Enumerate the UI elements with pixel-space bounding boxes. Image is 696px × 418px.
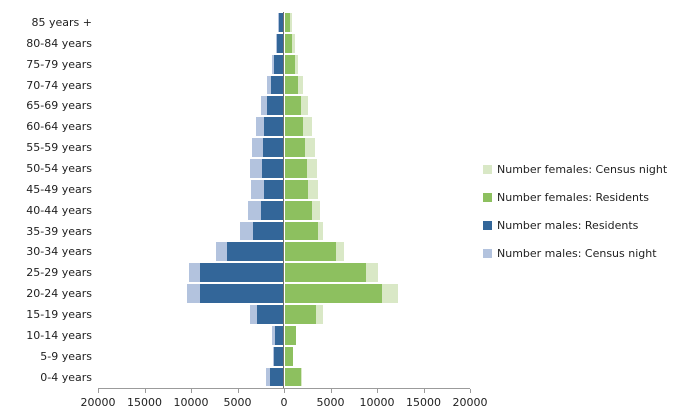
legend-label: Number females: Residents — [497, 190, 650, 204]
bar-number-females-residents — [284, 138, 305, 158]
age-label: 65-69 years — [26, 99, 92, 113]
x-axis-tick-label: 5000 — [223, 395, 252, 409]
age-label: 30-34 years — [26, 245, 92, 259]
age-label: 80-84 years — [26, 36, 92, 50]
age-label: 5-9 years — [40, 349, 92, 363]
bar-number-males-residents — [262, 138, 283, 158]
bar-number-males-residents — [270, 367, 283, 387]
x-axis-tick-label: 20000 — [452, 395, 488, 409]
bar-number-females-residents — [284, 263, 367, 283]
legend-swatch-icon — [483, 248, 492, 258]
age-label: 45-49 years — [26, 182, 92, 196]
bar-number-males-residents — [279, 13, 283, 32]
x-axis-tick — [191, 388, 192, 393]
bar-number-males-residents — [264, 117, 283, 137]
chart-legend: Number females: Census night Number femal… — [483, 161, 667, 273]
bar-number-females-residents — [284, 305, 317, 324]
legend-label: Number males: Residents — [497, 218, 639, 232]
legend-item-number-females-residents: Number females: Residents — [483, 189, 667, 205]
bar-number-males-residents — [276, 33, 283, 53]
bar-number-females-residents — [284, 221, 318, 241]
bar-number-males-residents — [199, 284, 283, 304]
x-axis-tick — [237, 388, 239, 393]
bar-number-males-residents — [274, 325, 283, 345]
bar-number-males-residents — [261, 159, 283, 178]
age-label: 25-29 years — [26, 266, 92, 280]
bar-number-females-residents — [284, 242, 336, 262]
x-axis-tick — [144, 388, 146, 393]
age-label: 35-39 years — [26, 224, 92, 238]
x-axis-tick-label: 10000 — [173, 395, 209, 409]
age-label: 55-59 years — [26, 141, 92, 155]
bar-number-males-residents — [257, 305, 283, 324]
x-axis-tick-label: 0 — [280, 395, 288, 409]
bar-number-females-residents — [284, 325, 296, 345]
bar-number-males-residents — [253, 221, 283, 241]
bar-number-females-residents — [284, 159, 307, 178]
bar-number-females-residents — [284, 367, 302, 387]
bar-number-females-residents — [284, 200, 313, 220]
x-axis-tick — [377, 388, 378, 393]
x-axis-tick — [98, 388, 99, 393]
age-label: 50-54 years — [26, 161, 92, 175]
bar-number-females-residents — [284, 117, 304, 137]
bar-number-males-residents — [273, 54, 283, 74]
age-label: 85 years + — [31, 15, 92, 29]
legend-item-number-males-census-night: Number males: Census night — [483, 245, 667, 261]
age-label: 10-14 years — [26, 328, 92, 342]
age-label: 70-74 years — [26, 78, 92, 92]
bar-number-females-residents — [284, 13, 291, 32]
age-label: 15-19 years — [26, 307, 92, 321]
legend-item-number-males-residents: Number males: Residents — [483, 217, 667, 233]
legend-label: Number females: Census night — [497, 162, 668, 176]
x-axis-tick-label: 15000 — [127, 395, 162, 409]
age-label: 0-4 years — [40, 370, 92, 384]
legend-label: Number males: Census night — [497, 246, 657, 260]
legend-swatch-icon — [483, 164, 492, 174]
bar-number-females-residents — [284, 284, 382, 304]
legend-item-number-females-census-night: Number females: Census night — [483, 161, 667, 177]
x-axis-line — [98, 387, 470, 389]
bar-number-females-residents — [284, 179, 308, 199]
bar-number-males-residents — [260, 200, 283, 220]
bar-number-males-residents — [264, 179, 283, 199]
age-label: 40-44 years — [26, 203, 92, 217]
bar-number-males-residents — [227, 242, 283, 262]
age-label: 60-64 years — [26, 120, 92, 134]
x-axis-tick — [423, 388, 425, 393]
x-axis-tick — [284, 388, 285, 393]
bar-number-males-residents — [267, 96, 283, 116]
bar-number-males-residents — [200, 263, 283, 283]
bar-number-females-residents — [284, 33, 292, 53]
x-axis-tick-label: 5000 — [316, 395, 345, 409]
legend-swatch-icon — [483, 220, 492, 230]
x-axis-tick-label: 10000 — [359, 395, 395, 409]
bar-number-males-residents — [273, 346, 283, 366]
bar-number-females-residents — [284, 346, 293, 366]
age-label: 75-79 years — [26, 57, 92, 71]
x-axis-tick-label: 20000 — [80, 395, 116, 409]
bar-number-females-residents — [284, 75, 299, 95]
age-label: 20-24 years — [26, 287, 92, 301]
bar-number-females-residents — [284, 54, 295, 74]
x-axis-tick-label: 15000 — [406, 395, 441, 409]
legend-swatch-icon — [483, 192, 492, 202]
center-axis-line — [283, 12, 284, 388]
x-axis-tick — [330, 388, 332, 393]
bar-number-males-residents — [270, 75, 283, 95]
bar-number-females-residents — [284, 96, 302, 116]
x-axis-tick — [470, 388, 471, 393]
